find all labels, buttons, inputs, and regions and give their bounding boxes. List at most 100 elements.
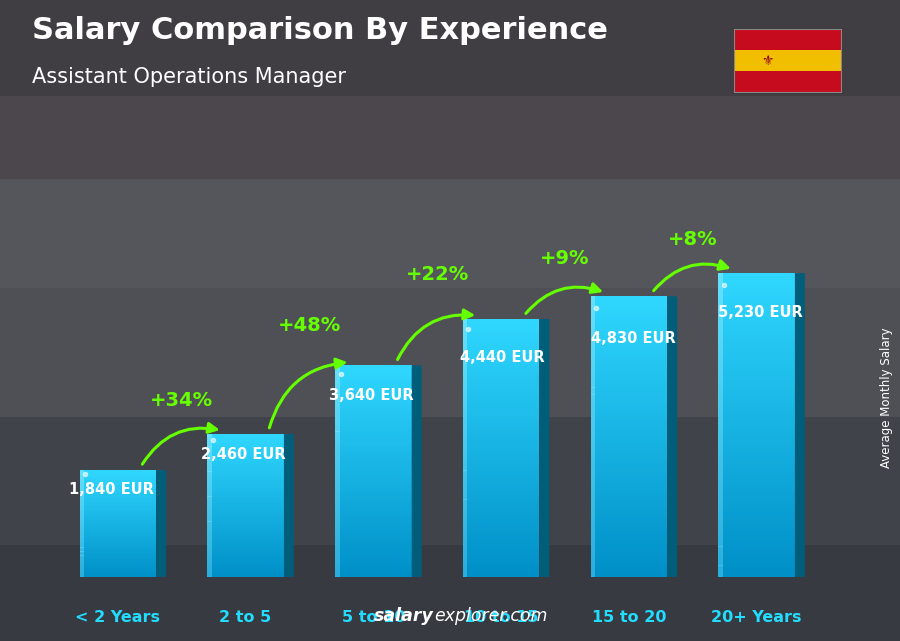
Bar <box>718 273 795 277</box>
Bar <box>590 391 595 394</box>
Bar <box>718 547 795 551</box>
Bar <box>335 506 339 508</box>
Bar <box>590 545 595 549</box>
Bar <box>335 476 339 479</box>
Bar <box>207 522 284 523</box>
Bar <box>207 457 211 459</box>
Bar <box>590 377 667 381</box>
Bar <box>463 354 467 358</box>
Bar <box>463 377 467 380</box>
Bar <box>335 527 411 529</box>
Bar <box>590 398 595 401</box>
Bar <box>335 410 411 413</box>
Bar <box>0 0 900 96</box>
Bar <box>207 486 284 488</box>
Bar <box>207 509 211 511</box>
Bar <box>207 434 211 436</box>
Bar <box>335 479 411 482</box>
Bar <box>718 281 723 285</box>
Bar <box>463 512 539 515</box>
Bar <box>718 501 723 504</box>
Bar <box>79 570 84 572</box>
Bar <box>79 531 84 533</box>
Text: +22%: +22% <box>406 265 469 284</box>
Bar <box>207 477 284 479</box>
Bar <box>718 402 723 406</box>
Bar <box>590 374 595 377</box>
Bar <box>590 451 667 454</box>
Bar <box>718 535 723 539</box>
Bar <box>463 383 539 387</box>
Bar <box>207 436 211 438</box>
Bar <box>590 573 667 577</box>
Bar <box>463 335 467 338</box>
Bar <box>207 554 284 556</box>
Bar <box>207 488 284 489</box>
Bar <box>79 476 84 477</box>
Bar <box>335 445 339 447</box>
Bar <box>590 538 595 542</box>
Bar <box>207 573 284 575</box>
Bar <box>79 560 157 561</box>
Bar <box>590 538 667 542</box>
Bar <box>463 338 539 342</box>
Bar <box>590 310 667 314</box>
Bar <box>335 556 339 558</box>
Text: 15 to 20: 15 to 20 <box>591 610 666 626</box>
Bar <box>590 415 595 419</box>
Bar <box>207 500 284 502</box>
Bar <box>463 525 539 529</box>
Bar <box>207 529 284 531</box>
Bar <box>590 447 595 451</box>
Bar <box>590 360 667 363</box>
Bar <box>79 498 84 499</box>
Bar <box>590 553 595 556</box>
Bar <box>463 345 539 348</box>
Bar <box>590 328 667 331</box>
Bar <box>463 361 539 364</box>
Bar <box>590 563 667 567</box>
Bar <box>335 408 411 410</box>
Text: explorer.com: explorer.com <box>435 607 548 625</box>
Bar <box>79 545 84 546</box>
Bar <box>207 493 211 495</box>
Bar <box>590 468 595 472</box>
Bar <box>718 451 795 455</box>
Bar <box>207 548 284 550</box>
Bar <box>590 433 595 437</box>
Bar <box>335 485 339 487</box>
Bar <box>207 563 284 564</box>
Bar <box>590 349 595 353</box>
Text: salary: salary <box>374 607 434 625</box>
Bar <box>718 543 723 547</box>
Bar <box>463 561 467 564</box>
Bar <box>590 345 667 349</box>
Bar <box>590 510 667 514</box>
Text: Average Monthly Salary: Average Monthly Salary <box>880 327 893 468</box>
Bar <box>718 437 795 440</box>
Bar <box>718 326 723 330</box>
Bar <box>590 486 667 489</box>
Bar <box>718 490 723 494</box>
Bar <box>718 360 723 364</box>
Bar <box>590 489 667 493</box>
Bar <box>207 564 211 566</box>
Bar <box>335 461 411 463</box>
Bar <box>207 497 284 498</box>
Bar <box>718 292 795 296</box>
Bar <box>207 561 284 563</box>
Bar <box>335 413 339 415</box>
Bar <box>463 477 539 480</box>
Bar <box>335 381 411 384</box>
Bar <box>590 493 595 496</box>
Bar <box>79 490 84 492</box>
Bar <box>79 502 84 503</box>
Bar <box>718 569 723 573</box>
Bar <box>463 519 539 522</box>
Bar <box>335 463 411 466</box>
Bar <box>335 415 411 419</box>
FancyArrowPatch shape <box>526 284 600 313</box>
Bar <box>335 532 339 535</box>
Bar <box>590 451 595 454</box>
Bar <box>207 475 211 477</box>
